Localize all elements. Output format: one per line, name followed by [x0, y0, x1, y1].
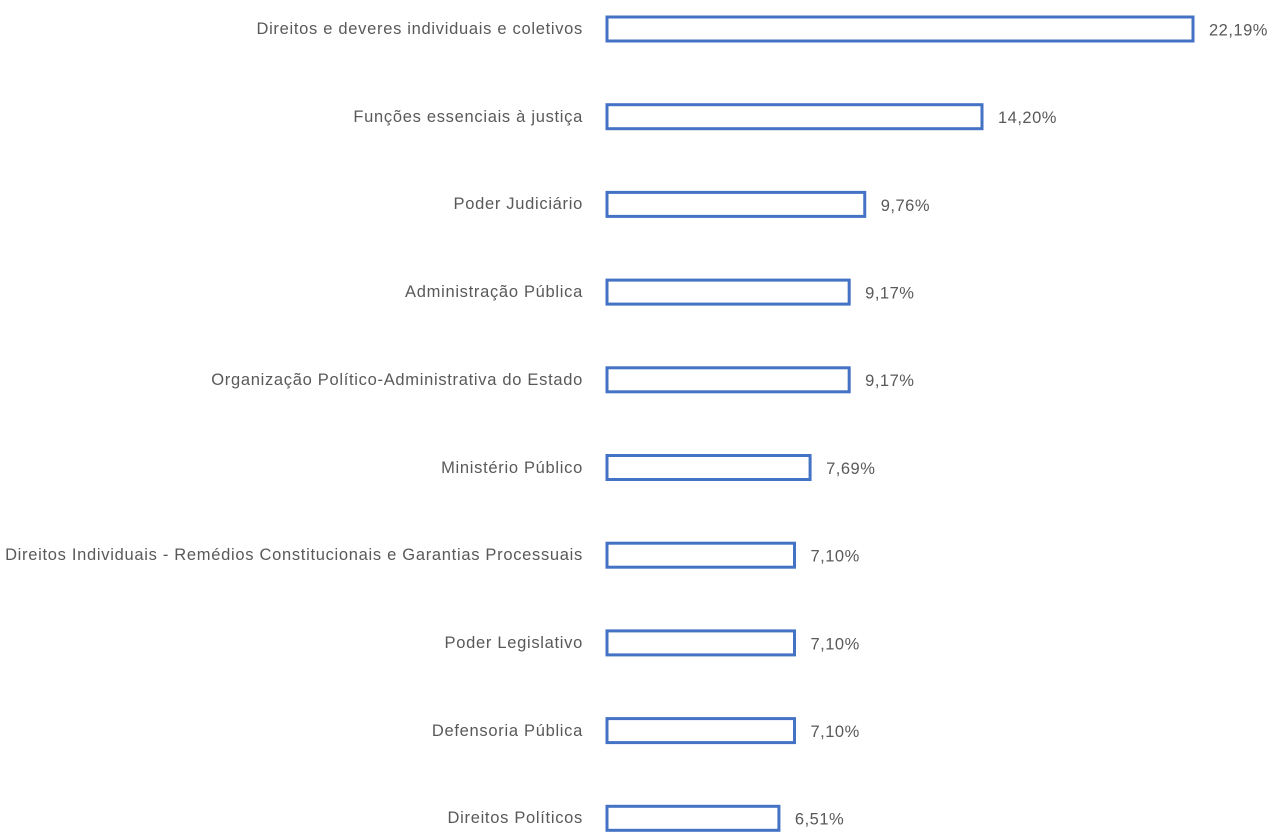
value-label: 7,10% — [810, 548, 859, 566]
category-label-box: Defensoria Pública — [0, 720, 583, 742]
bar — [605, 278, 851, 306]
category-label: Poder Legislativo — [444, 633, 583, 652]
value-label: 22,19% — [1209, 21, 1268, 39]
bar — [605, 717, 796, 745]
value-label: 7,69% — [826, 460, 875, 478]
value-label: 7,10% — [810, 635, 859, 653]
value-label: 14,20% — [998, 109, 1057, 127]
bar — [605, 190, 867, 218]
category-label-box: Ministério Público — [0, 457, 583, 479]
value-label: 6,51% — [795, 811, 844, 829]
value-label: 9,17% — [865, 372, 914, 390]
category-label-box: Direitos Individuais - Remédios Constitu… — [0, 544, 583, 566]
category-label: Direitos e deveres individuais e coletiv… — [256, 20, 583, 38]
bar — [605, 629, 796, 657]
category-label: Direitos Políticos — [447, 809, 583, 828]
category-label-box: Poder Judiciário — [0, 193, 583, 215]
category-label: Administração Pública — [405, 283, 583, 302]
category-label: Direitos Individuais - Remédios Constitu… — [5, 546, 583, 565]
bar — [605, 366, 851, 394]
bar — [605, 541, 796, 569]
category-label: Ministério Público — [441, 458, 583, 477]
category-label: Defensoria Pública — [431, 721, 583, 740]
category-label: Poder Judiciário — [453, 195, 583, 214]
category-label-box: Direitos e deveres individuais e coletiv… — [0, 18, 583, 40]
bar — [605, 15, 1195, 43]
category-label-box: Organização Político-Administrativa do E… — [0, 369, 583, 391]
category-label-box: Direitos Políticos — [0, 807, 583, 829]
category-label: Organização Político-Administrativa do E… — [211, 370, 583, 389]
category-label-box: Funções essenciais à justiça — [0, 106, 583, 128]
bar — [605, 103, 984, 131]
category-label-box: Administração Pública — [0, 281, 583, 303]
category-label: Funções essenciais à justiça — [353, 107, 583, 126]
value-label: 9,17% — [865, 284, 914, 302]
value-label: 9,76% — [881, 197, 930, 215]
bar — [605, 804, 781, 832]
category-label-box: Poder Legislativo — [0, 632, 583, 654]
value-label: 7,10% — [810, 723, 859, 741]
bar — [605, 454, 812, 481]
